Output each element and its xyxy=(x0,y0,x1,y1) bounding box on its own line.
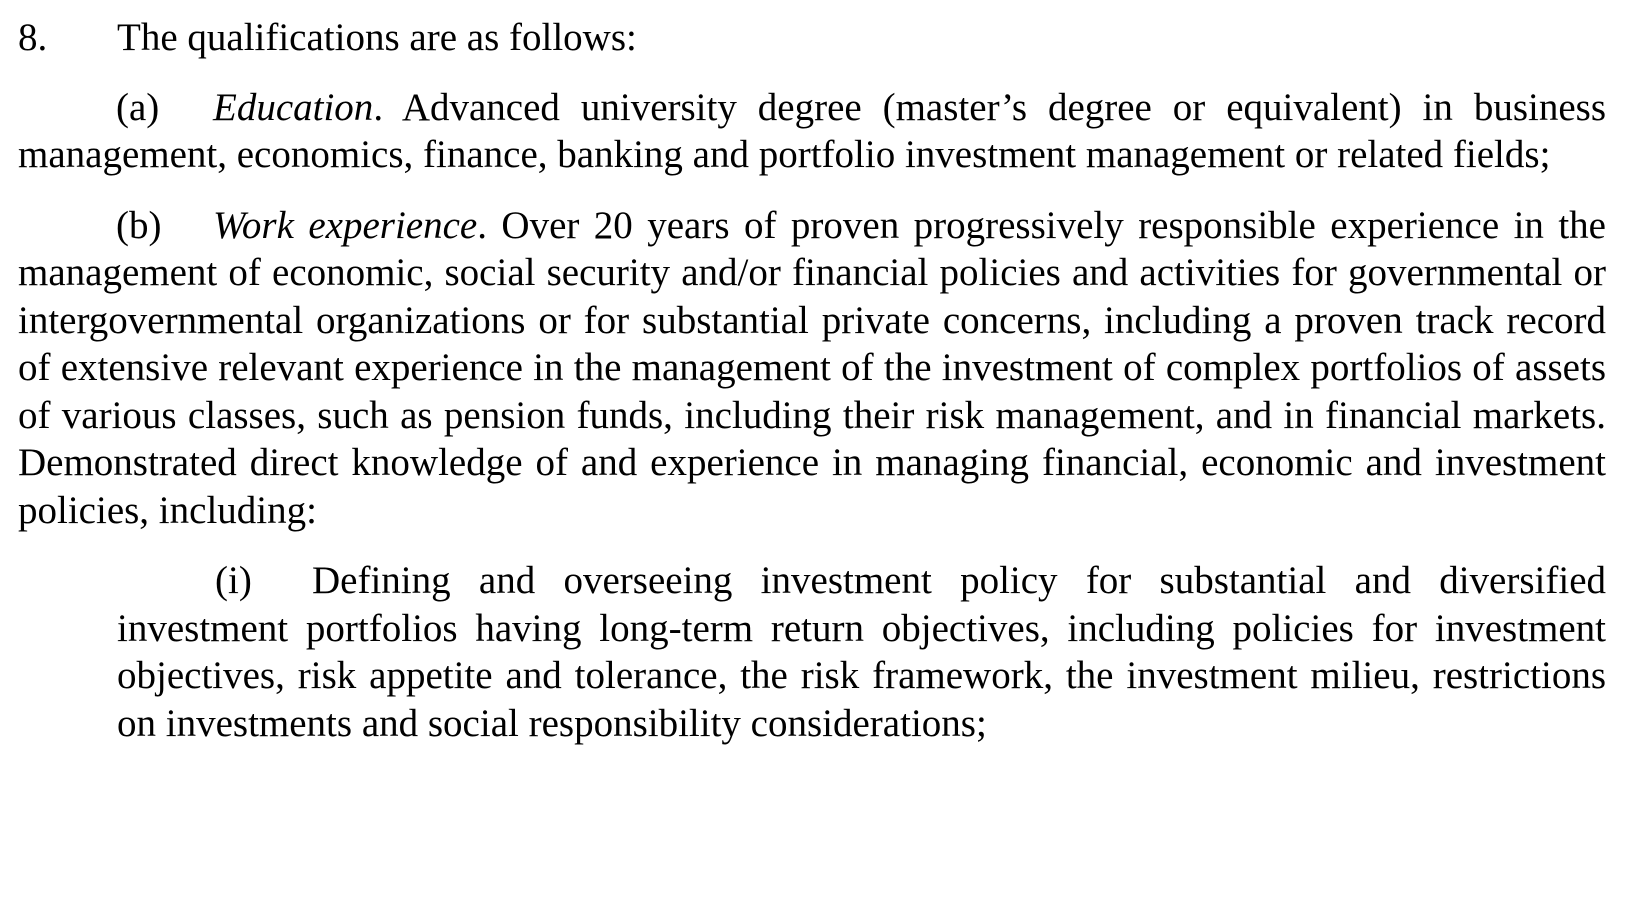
subitem-i: (i) Defining and overseeing investment po… xyxy=(18,557,1606,747)
item-b-work-experience: (b) Work experience. Over 20 years of pro… xyxy=(18,202,1606,535)
item-b-title: Work experience xyxy=(213,203,478,247)
item-a-education: (a) Education. Advanced university degree… xyxy=(18,84,1606,179)
paragraph-number: 8. xyxy=(18,16,48,59)
item-a-title: Education xyxy=(213,85,374,129)
subitem-i-text: Defining and overseeing investment polic… xyxy=(117,559,1606,745)
item-b-text: Over 20 years of proven progressively re… xyxy=(18,203,1606,532)
paragraph-heading: The qualifications are as follows: xyxy=(117,16,637,59)
subitem-i-label: (i) xyxy=(215,559,252,602)
item-a-title-period: . xyxy=(373,85,384,129)
paragraph-8-heading: 8. The qualifications are as follows: xyxy=(18,14,1606,62)
subitem-i-paragraph: (i) Defining and overseeing investment po… xyxy=(117,557,1606,747)
item-a-label: (a) xyxy=(116,85,160,129)
item-b-title-period: . xyxy=(477,203,487,247)
item-b-label: (b) xyxy=(116,203,162,247)
item-a-text: Advanced university degree (master’s deg… xyxy=(18,85,1606,177)
document-page: 8. The qualifications are as follows: (a… xyxy=(18,14,1606,747)
